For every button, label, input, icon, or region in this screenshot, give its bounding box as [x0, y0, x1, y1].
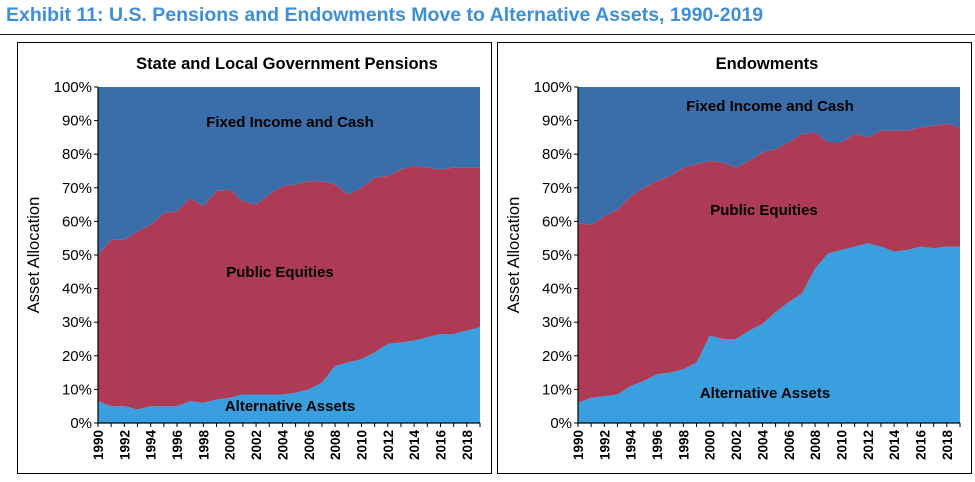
y-tick-label: 0%	[550, 415, 572, 432]
y-tick-label: 40%	[542, 281, 572, 298]
x-tick-label: 1990	[91, 430, 106, 460]
y-tick-label: 90%	[542, 113, 572, 130]
x-tick-label: 1996	[170, 430, 185, 461]
x-tick-label: 2012	[861, 430, 876, 460]
x-tick-label: 2014	[887, 430, 902, 461]
x-tick-label: 2006	[302, 430, 317, 461]
y-tick-label: 20%	[62, 348, 92, 365]
x-tick-label: 2014	[407, 430, 422, 461]
x-tick-label: 1994	[144, 430, 159, 461]
area-public-equities	[98, 165, 480, 410]
x-tick-label: 2016	[433, 430, 448, 461]
y-tick-label: 80%	[542, 146, 572, 163]
pensions-area-chart: State and Local Government Pensions Alter…	[25, 55, 481, 461]
x-tick-label: 1998	[196, 430, 211, 461]
endowments-chart-panel: Endowments Alternative Assets Public Equit…	[497, 42, 972, 474]
x-tick-label: 2000	[223, 430, 238, 460]
pensions-chart-panel: State and Local Government Pensions Alter…	[17, 42, 492, 474]
x-tick-label: 2002	[729, 430, 744, 460]
y-tick-label: 30%	[62, 314, 92, 331]
series-label-fixed-income-and-cash: Fixed Income and Cash	[686, 98, 854, 115]
series-label-fixed-income-and-cash: Fixed Income and Cash	[206, 114, 374, 131]
x-tick-label: 2012	[381, 430, 396, 460]
y-tick-label: 90%	[62, 113, 92, 130]
area-fixed-income-and-cash	[578, 87, 960, 225]
y-tick-label: 60%	[62, 213, 92, 230]
y-tick-label: 100%	[534, 79, 572, 96]
area-alternative-assets	[98, 327, 480, 423]
exhibit-title: Exhibit 11: U.S. Pensions and Endowments…	[6, 4, 764, 26]
area-public-equities	[578, 123, 960, 403]
y-tick-label: 50%	[542, 247, 572, 264]
x-tick-label: 2006	[782, 430, 797, 461]
x-tick-label: 2008	[808, 430, 823, 461]
y-tick-label: 50%	[62, 247, 92, 264]
y-axis-title: Asset Allocation	[25, 197, 43, 313]
x-tick-label: 1996	[650, 430, 665, 461]
x-tick-label: 2002	[249, 430, 264, 460]
x-tick-label: 1994	[624, 430, 639, 461]
x-tick-label: 2018	[940, 430, 955, 461]
x-tick-label: 1992	[117, 430, 132, 460]
y-tick-label: 70%	[62, 180, 92, 197]
x-tick-label: 2016	[913, 430, 928, 461]
x-tick-label: 2010	[834, 430, 849, 460]
title-divider	[0, 34, 975, 35]
y-tick-label: 80%	[62, 146, 92, 163]
x-tick-label: 2000	[703, 430, 718, 460]
series-label-alternative-assets: Alternative Assets	[700, 385, 830, 402]
area-fixed-income-and-cash	[98, 87, 480, 255]
y-axis-title: Asset Allocation	[505, 197, 523, 313]
y-tick-label: 10%	[542, 381, 572, 398]
x-tick-label: 1992	[597, 430, 612, 460]
x-tick-label: 1998	[676, 430, 691, 461]
y-tick-label: 40%	[62, 281, 92, 298]
y-tick-label: 100%	[54, 79, 92, 96]
x-tick-label: 2018	[460, 430, 475, 461]
y-tick-label: 10%	[62, 381, 92, 398]
series-label-public-equities: Public Equities	[710, 202, 818, 219]
series-label-public-equities: Public Equities	[226, 264, 334, 281]
y-tick-label: 0%	[70, 415, 92, 432]
area-alternative-assets	[578, 243, 960, 423]
chart-title: State and Local Government Pensions	[136, 55, 438, 73]
x-tick-label: 2010	[354, 430, 369, 460]
endowments-area-chart: Endowments Alternative Assets Public Equit…	[505, 55, 961, 461]
series-label-alternative-assets: Alternative Assets	[225, 398, 355, 415]
y-tick-label: 30%	[542, 314, 572, 331]
x-tick-label: 2004	[275, 430, 290, 461]
x-tick-label: 2004	[755, 430, 770, 461]
y-tick-label: 60%	[542, 213, 572, 230]
x-tick-label: 2008	[328, 430, 343, 461]
y-tick-label: 20%	[542, 348, 572, 365]
chart-title: Endowments	[716, 55, 819, 73]
y-tick-label: 70%	[542, 180, 572, 197]
x-tick-label: 1990	[571, 430, 586, 460]
